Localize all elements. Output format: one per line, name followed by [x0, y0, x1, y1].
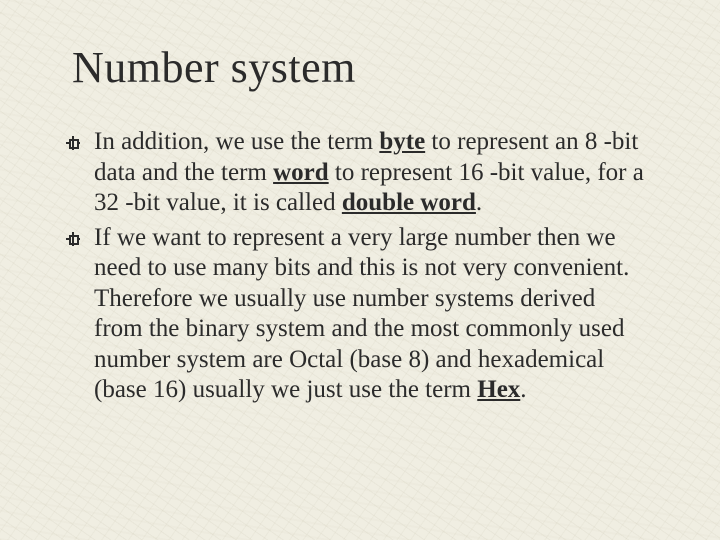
- bullet-icon: [66, 232, 80, 246]
- list-item-text: If we want to represent a very large num…: [94, 223, 650, 406]
- bullet-list: In addition, we use the term byte to rep…: [66, 127, 650, 406]
- list-item: In addition, we use the term byte to rep…: [66, 127, 650, 219]
- slide: Number system In addition, we use the te…: [0, 0, 720, 540]
- list-item: If we want to represent a very large num…: [66, 223, 650, 406]
- list-item-text: In addition, we use the term byte to rep…: [94, 127, 650, 219]
- bullet-icon: [66, 136, 80, 150]
- page-title: Number system: [72, 42, 670, 93]
